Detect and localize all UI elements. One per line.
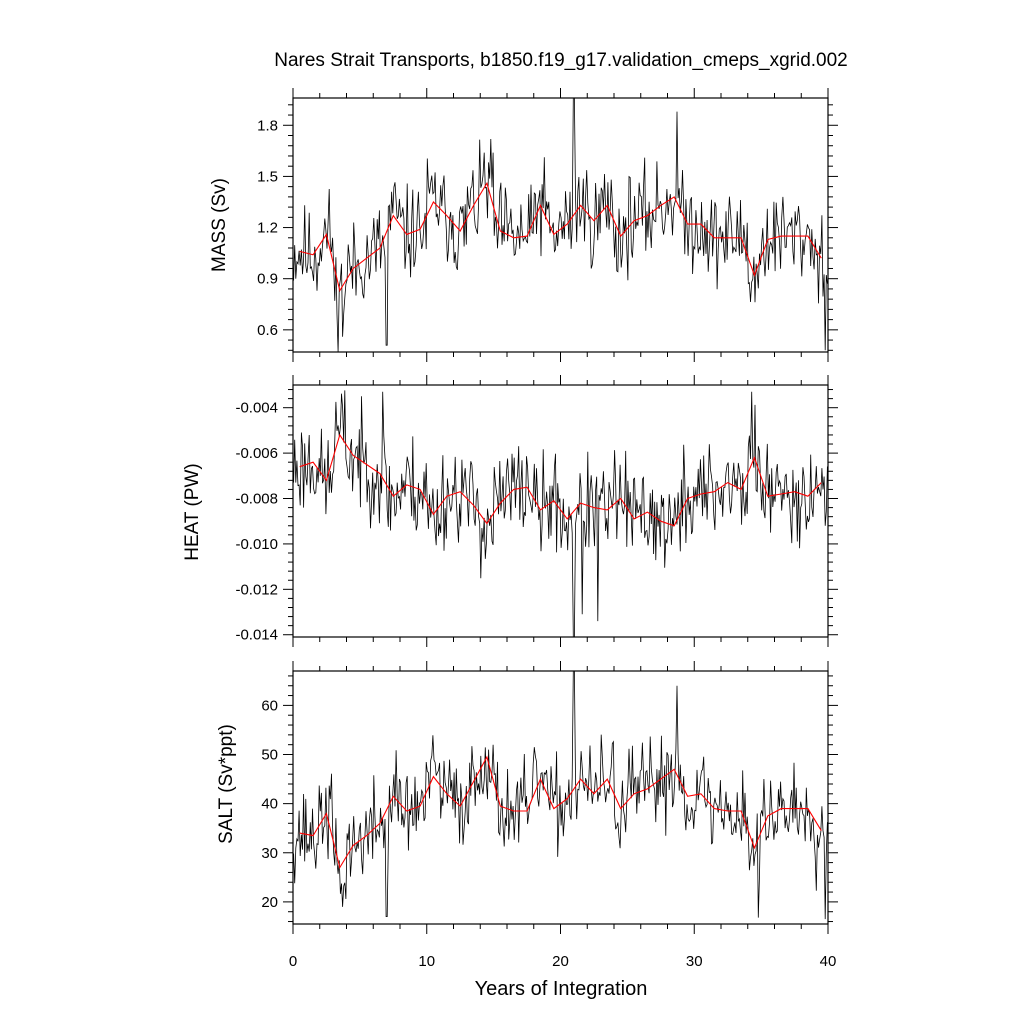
salt-ytick-label: 50: [261, 747, 278, 764]
xtick-label: 40: [820, 953, 837, 970]
heat-ytick-label: -0.004: [235, 400, 278, 417]
heat-ylabel: HEAT (PW): [182, 463, 203, 560]
chart-title: Nares Strait Transports, b1850.f19_g17.v…: [274, 50, 848, 71]
mass-ytick-label: 0.6: [257, 322, 278, 339]
salt-monthly-line: [293, 670, 828, 920]
mass-annual-mean-line: [299, 181, 822, 293]
xtick-label: 20: [552, 953, 569, 970]
salt-ylabel: SALT (Sv*ppt): [216, 724, 237, 844]
heat-monthly-line: [293, 390, 828, 638]
heat-ytick-label: -0.010: [235, 536, 278, 553]
salt-ytick-label: 20: [261, 894, 278, 911]
heat-ytick-label: -0.006: [235, 445, 278, 462]
panel-salt: SALT (Sv*ppt) 20 30 40 50 60: [216, 661, 838, 934]
panel-mass: MASS (Sv) 0.6 0.9 1.2 1.5 1.8: [209, 88, 838, 362]
mass-ytick-label: 1.5: [257, 168, 278, 185]
mass-ytick-label: 1.8: [257, 117, 278, 134]
xtick-label: 0: [289, 953, 297, 970]
mass-ylabel: MASS (Sv): [209, 178, 230, 272]
heat-ytick-label: -0.012: [235, 581, 278, 598]
heat-annual-mean-line: [299, 433, 822, 527]
heat-ytick-label: -0.014: [235, 627, 278, 644]
mass-ytick-label: 1.2: [257, 220, 278, 237]
salt-ytick-label: 60: [261, 697, 278, 714]
mass-ytick-label: 0.9: [257, 271, 278, 288]
salt-annual-mean-line: [299, 755, 822, 869]
xtick-label: 30: [686, 953, 703, 970]
x-axis-label: Years of Integration: [475, 978, 648, 1000]
panel-heat: HEAT (PW) -0.014 -0.012 -0.010 -0.008 -0.006…: [182, 375, 838, 647]
heat-ytick-label: -0.008: [235, 491, 278, 508]
mass-monthly-line: [293, 97, 828, 353]
salt-ytick-label: 40: [261, 796, 278, 813]
salt-ytick-label: 30: [261, 845, 278, 862]
xtick-label: 10: [418, 953, 435, 970]
